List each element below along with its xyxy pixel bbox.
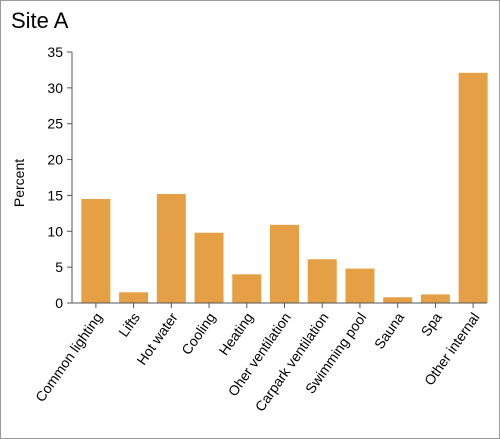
chart-title: Site A [11,8,69,33]
y-tick-label: 20 [47,152,63,168]
bar [345,268,375,303]
y-tick-label: 5 [55,259,63,275]
category-label: Sauna [371,309,407,352]
y-tick-label: 0 [55,295,63,311]
bar [119,292,149,303]
bar [194,232,224,303]
bar [232,274,262,303]
category-label: Lifts [115,310,143,340]
bar [270,224,299,303]
category-label: Common lighting [32,310,105,405]
y-tick-label: 35 [47,44,63,60]
y-tick-label: 15 [47,187,63,203]
y-axis-label: Percent [11,159,27,207]
bar [307,259,337,303]
y-tick-label: 25 [47,116,63,132]
bar [420,294,450,303]
bar [383,297,413,303]
bar [458,72,488,303]
bar [81,199,111,303]
category-label: Spa [417,309,445,339]
y-tick-label: 30 [47,80,63,96]
bar [156,193,186,303]
category-label: Heating [215,310,256,359]
category-label: Cooling [178,310,218,358]
y-tick-label: 10 [47,223,63,239]
